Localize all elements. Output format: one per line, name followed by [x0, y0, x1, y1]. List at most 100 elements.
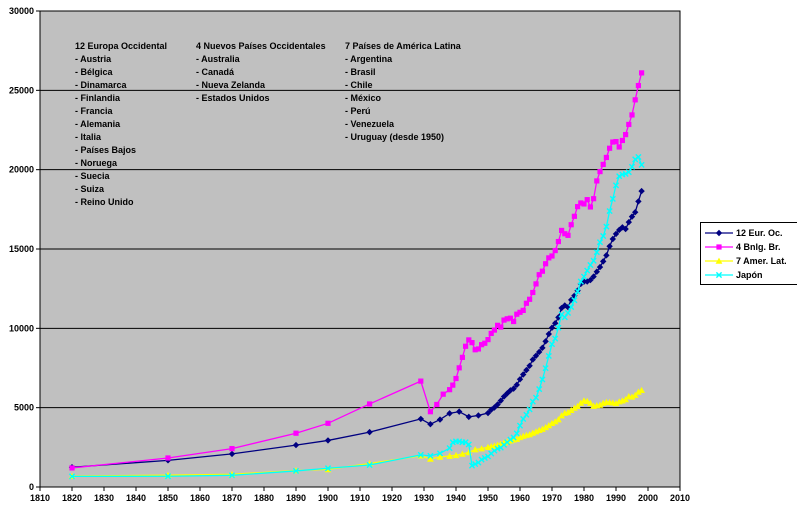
marker-square	[587, 204, 593, 210]
annotation-item: - Finlandia	[75, 93, 120, 103]
marker-x	[68, 473, 76, 480]
y-tick-label: 30000	[9, 6, 34, 16]
legend-marker-square-icon	[705, 244, 733, 250]
legend-entry-2: 4 Bnlg. Br.	[705, 240, 793, 254]
marker-x	[568, 303, 575, 311]
marker-diamond	[513, 381, 520, 389]
marker-triangle	[587, 399, 594, 406]
annotation-item: - Italia	[75, 132, 102, 142]
annotation-item: - Canadá	[196, 67, 235, 77]
annotation-item: - Suiza	[75, 184, 105, 194]
marker-diamond	[446, 410, 453, 417]
marker-square	[552, 247, 558, 254]
marker-square	[527, 296, 533, 302]
marker-square	[229, 446, 235, 452]
marker-diamond	[475, 412, 482, 419]
marker-square	[581, 201, 587, 207]
marker-x	[507, 436, 514, 443]
x-tick-label: 1900	[318, 493, 338, 503]
marker-x	[628, 163, 636, 170]
annotation-item: - Dinamarca	[75, 80, 127, 90]
marker-diamond	[520, 371, 527, 378]
marker-triangle	[574, 402, 581, 410]
marker-diamond	[324, 437, 332, 444]
annotation-item: - Países Bajos	[75, 145, 137, 155]
x-tick-label: 2010	[670, 493, 690, 503]
marker-square	[440, 391, 446, 397]
x-tick-label: 1970	[542, 493, 562, 503]
marker-x	[446, 445, 453, 452]
x-tick-label: 1960	[510, 493, 530, 503]
marker-diamond	[593, 268, 600, 275]
y-tick-label: 15000	[9, 244, 34, 254]
marker-diamond	[552, 320, 559, 327]
marker-x	[417, 451, 424, 458]
x-tick-label: 1940	[446, 493, 466, 503]
marker-triangle	[545, 422, 553, 429]
x-tick-label: 1840	[126, 493, 146, 503]
marker-square	[536, 272, 542, 278]
annotation-item: - Estados Unidos	[196, 93, 270, 103]
y-tick-label: 5000	[14, 403, 34, 413]
marker-x	[577, 278, 584, 285]
legend-entry-4: Japón	[705, 268, 793, 282]
marker-triangle	[567, 406, 575, 414]
marker-triangle	[471, 446, 479, 453]
marker-x	[478, 456, 485, 463]
marker-square	[584, 197, 590, 203]
marker-square	[488, 330, 494, 337]
marker-diamond	[558, 304, 565, 312]
marker-x	[564, 309, 572, 317]
marker-x	[612, 182, 620, 189]
marker-square	[517, 309, 523, 315]
marker-x	[580, 273, 588, 280]
x-tick-label: 2000	[638, 493, 658, 503]
marker-square	[539, 268, 545, 274]
marker-x	[600, 232, 607, 240]
x-tick-label: 1950	[478, 493, 498, 503]
marker-square	[479, 342, 485, 348]
marker-square	[549, 253, 555, 259]
marker-triangle	[631, 391, 639, 398]
marker-triangle	[638, 386, 645, 394]
x-tick-label: 1850	[158, 493, 178, 503]
marker-diamond	[619, 224, 626, 231]
marker-square	[555, 238, 561, 245]
annotation-item: - Venezuela	[345, 119, 395, 129]
marker-diamond	[600, 258, 607, 265]
marker-triangle	[542, 423, 549, 431]
marker-square	[533, 281, 539, 287]
marker-x	[552, 335, 559, 342]
x-tick-label: 1830	[94, 493, 114, 503]
marker-triangle	[427, 455, 434, 462]
marker-diamond	[715, 229, 723, 237]
marker-x	[436, 450, 444, 457]
marker-x	[513, 430, 520, 437]
x-tick-label: 1860	[190, 493, 210, 503]
marker-diamond	[526, 362, 533, 369]
marker-square	[597, 168, 603, 175]
marker-diamond	[622, 225, 629, 233]
legend-marker-triangle-icon	[705, 257, 733, 264]
annotation-item: - Perú	[345, 106, 371, 116]
marker-triangle	[564, 408, 572, 416]
marker-square	[546, 255, 552, 261]
marker-square	[418, 378, 424, 384]
marker-x	[609, 195, 616, 202]
marker-x	[715, 271, 723, 279]
marker-square	[623, 132, 629, 138]
marker-square	[607, 145, 613, 151]
marker-diamond	[366, 428, 373, 436]
legend-label: 4 Bnlg. Br.	[736, 242, 781, 252]
marker-triangle	[715, 257, 723, 264]
marker-x	[532, 394, 540, 401]
legend: 12 Eur. Oc. 4 Bnlg. Br. 7 Amer. Lat. Japón	[700, 222, 797, 285]
marker-diamond	[536, 348, 543, 356]
legend-label: Japón	[736, 270, 763, 280]
marker-x	[603, 223, 610, 230]
marker-square	[514, 311, 520, 317]
marker-x	[539, 376, 546, 383]
y-tick-label: 20000	[9, 165, 34, 175]
